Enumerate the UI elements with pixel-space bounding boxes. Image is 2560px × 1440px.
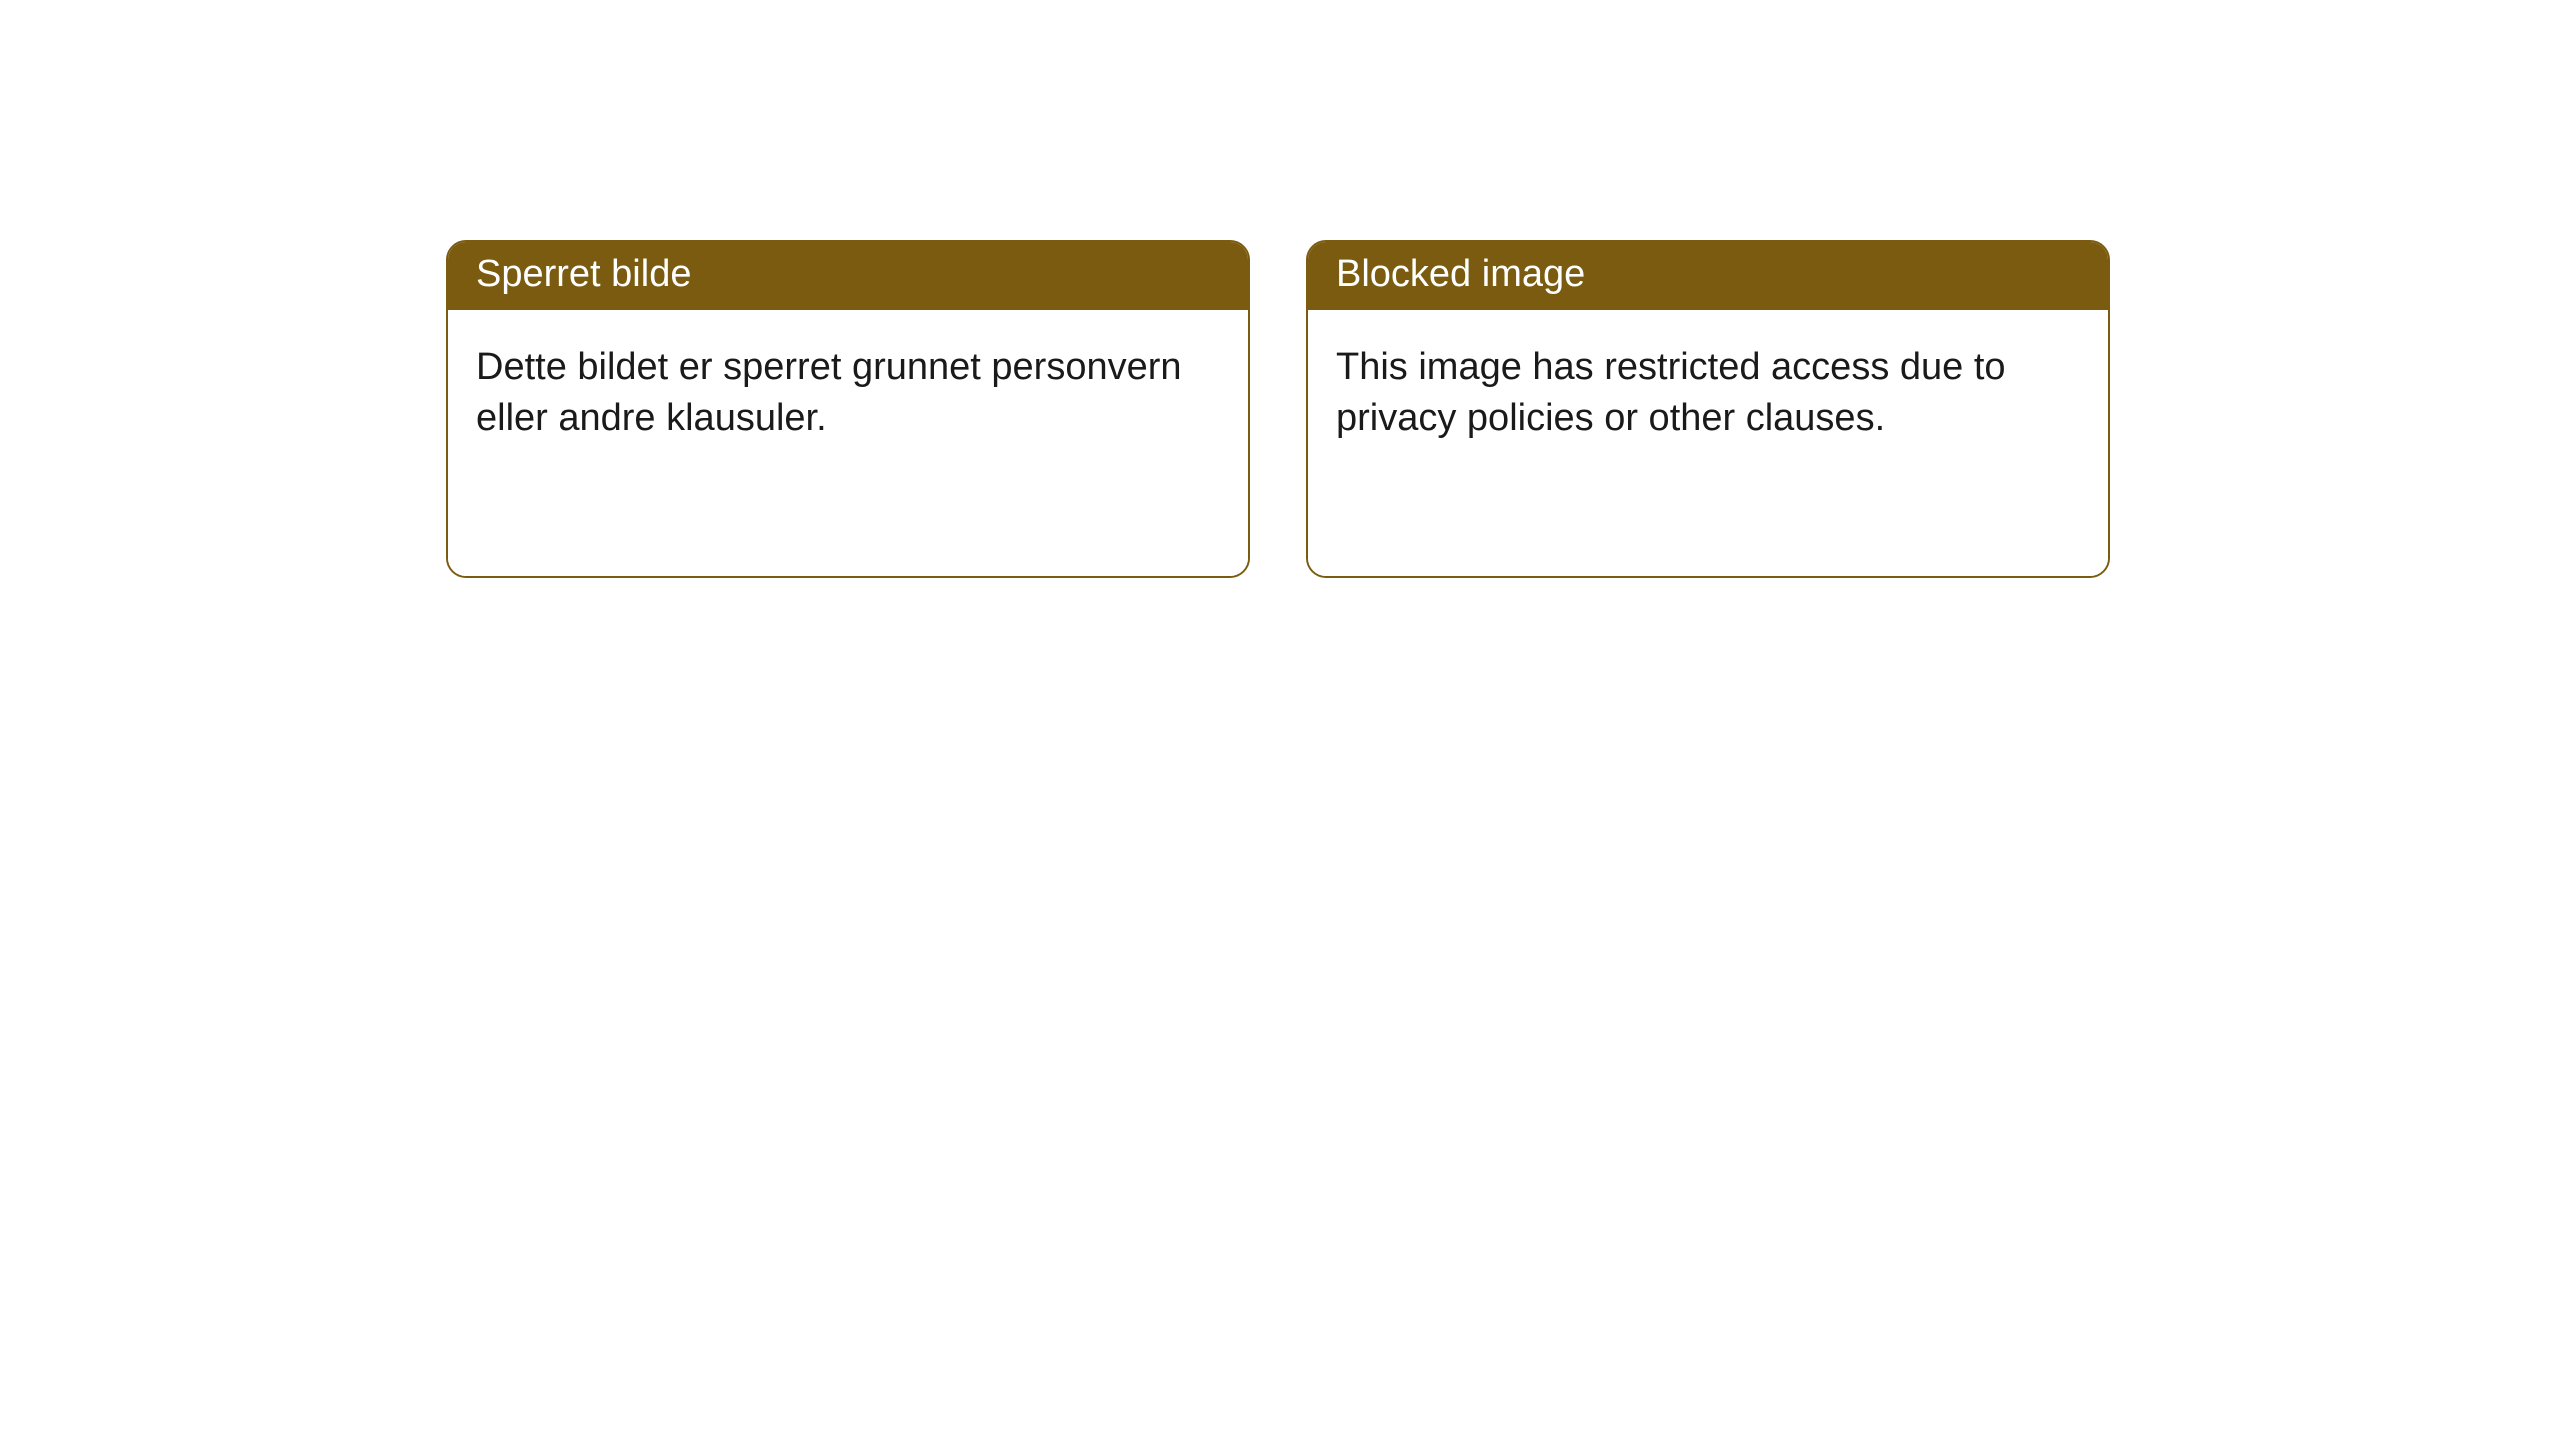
card-title-no: Sperret bilde xyxy=(448,242,1248,310)
blocked-image-card-no: Sperret bilde Dette bildet er sperret gr… xyxy=(446,240,1250,578)
card-body-no: Dette bildet er sperret grunnet personve… xyxy=(448,310,1248,576)
blocked-image-card-en: Blocked image This image has restricted … xyxy=(1306,240,2110,578)
card-body-en: This image has restricted access due to … xyxy=(1308,310,2108,576)
card-title-en: Blocked image xyxy=(1308,242,2108,310)
info-cards-container: Sperret bilde Dette bildet er sperret gr… xyxy=(446,240,2110,578)
